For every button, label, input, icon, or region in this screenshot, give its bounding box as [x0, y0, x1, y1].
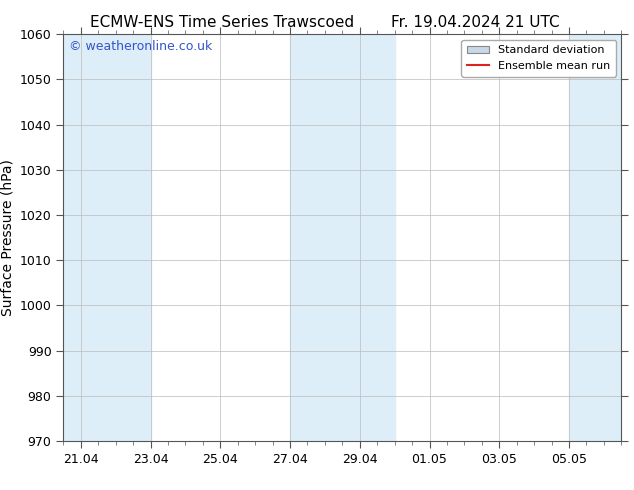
Text: ECMW-ENS Time Series Trawscoed: ECMW-ENS Time Series Trawscoed — [90, 15, 354, 30]
Text: © weatheronline.co.uk: © weatheronline.co.uk — [69, 40, 212, 53]
Y-axis label: Surface Pressure (hPa): Surface Pressure (hPa) — [0, 159, 14, 316]
Bar — [569, 34, 621, 441]
Bar — [325, 34, 394, 441]
Legend: Standard deviation, Ensemble mean run: Standard deviation, Ensemble mean run — [462, 40, 616, 76]
Bar — [116, 34, 151, 441]
Bar — [63, 34, 115, 441]
Bar — [290, 34, 325, 441]
Text: Fr. 19.04.2024 21 UTC: Fr. 19.04.2024 21 UTC — [391, 15, 560, 30]
